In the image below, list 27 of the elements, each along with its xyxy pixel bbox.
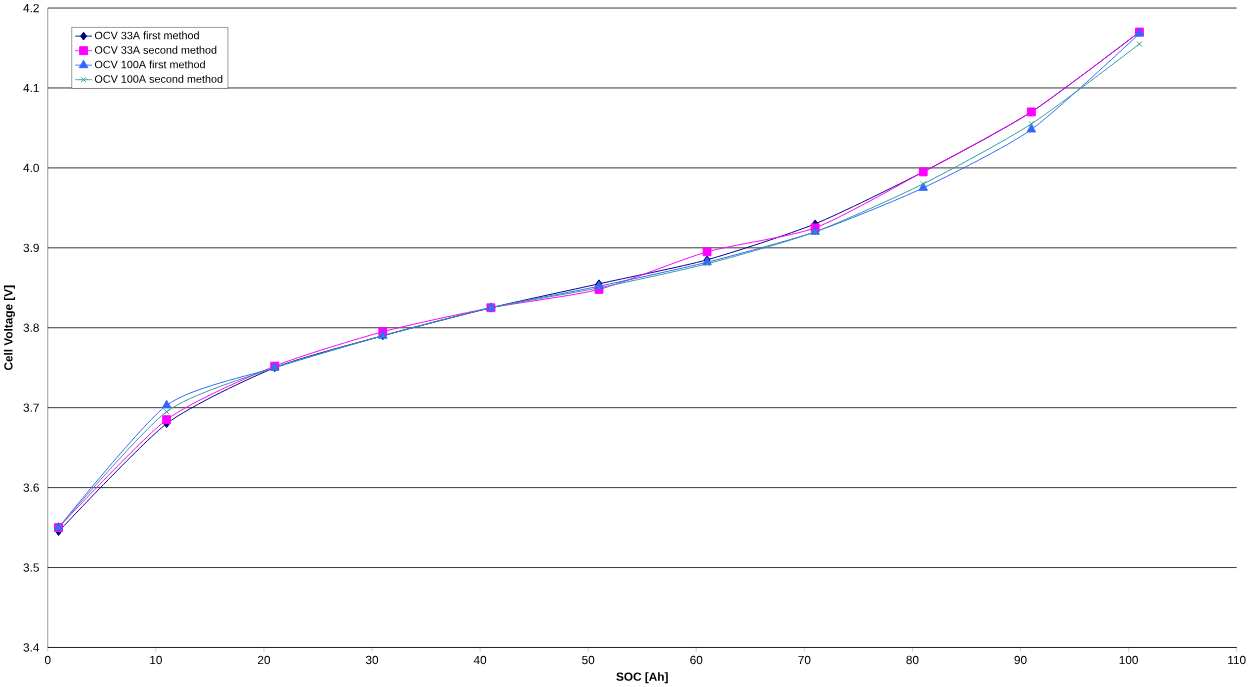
legend-label: OCV 100A first method	[94, 60, 205, 69]
x-axis-title: SOC [Ah]	[616, 672, 668, 684]
x-tick-label: 80	[906, 655, 919, 665]
x-tick-label: 70	[798, 655, 811, 665]
legend-label: OCV 100A second method	[94, 74, 223, 83]
legend-label: OCV 33A first method	[94, 31, 199, 40]
legend-label: OCV 33A second method	[94, 45, 217, 54]
y-tick-label: 3.6	[23, 483, 39, 492]
x-tick-label: 50	[582, 655, 595, 665]
x-tick-label: 10	[150, 655, 162, 665]
y-tick-label: 3.4	[23, 643, 40, 652]
x-tick-label: 100	[1119, 655, 1138, 665]
y-tick-label: 3.7	[23, 403, 39, 412]
x-tick-label: 110	[1228, 655, 1246, 665]
x-tick-label: 60	[690, 655, 703, 665]
x-tick-label: 0	[44, 655, 51, 665]
y-tick-label: 4.2	[23, 3, 39, 13]
y-tick-label: 3.9	[23, 243, 39, 252]
x-tick-label: 90	[1014, 655, 1027, 665]
y-tick-label: 3.8	[23, 323, 39, 332]
x-tick-label: 20	[257, 655, 271, 665]
y-tick-label: 3.5	[23, 563, 39, 572]
y-axis-title: Cell Voltage [V]	[3, 285, 15, 371]
x-tick-label: 40	[473, 655, 487, 665]
y-tick-label: 4.0	[23, 163, 39, 172]
x-tick-label: 30	[365, 655, 379, 665]
y-tick-label: 4.1	[23, 83, 39, 92]
